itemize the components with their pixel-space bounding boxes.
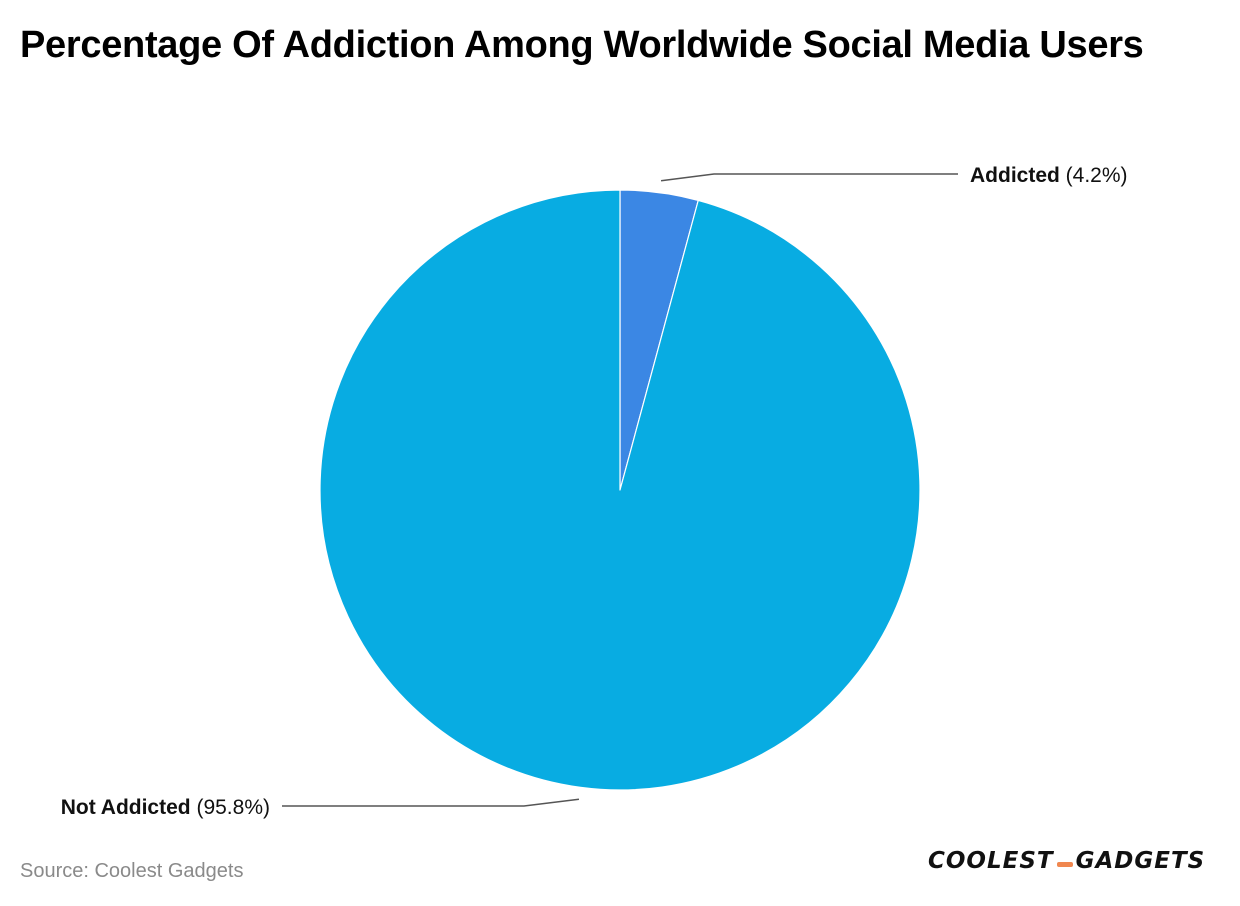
leader-line-not-addicted (282, 798, 580, 807)
pie-slices (319, 189, 921, 791)
slice-labels: Addicted (4.2%) Not Addicted (95.8%) (61, 164, 1128, 819)
slice-label-name: Addicted (970, 164, 1060, 187)
slice-label-name: Not Addicted (61, 796, 191, 819)
pie-slice-not-addicted (319, 189, 921, 791)
slice-label-value: (4.2%) (1060, 164, 1128, 187)
brand-logo: COOLEST GADGETS (928, 846, 1205, 876)
brand-logo-dash (1056, 861, 1073, 867)
slice-label-addicted: Addicted (4.2%) (970, 164, 1128, 187)
slice-label-not-addicted: Not Addicted (95.8%) (61, 796, 270, 819)
chart-title: Percentage Of Addiction Among Worldwide … (20, 24, 1144, 66)
brand-logo-word-left: COOLEST (928, 848, 1054, 874)
source-note: Source: Coolest Gadgets (20, 860, 244, 882)
brand-logo-word-right: GADGETS (1075, 848, 1206, 874)
slice-label-value: (95.8%) (191, 796, 270, 819)
leader-line-addicted (660, 173, 958, 182)
leader-lines (282, 173, 958, 807)
